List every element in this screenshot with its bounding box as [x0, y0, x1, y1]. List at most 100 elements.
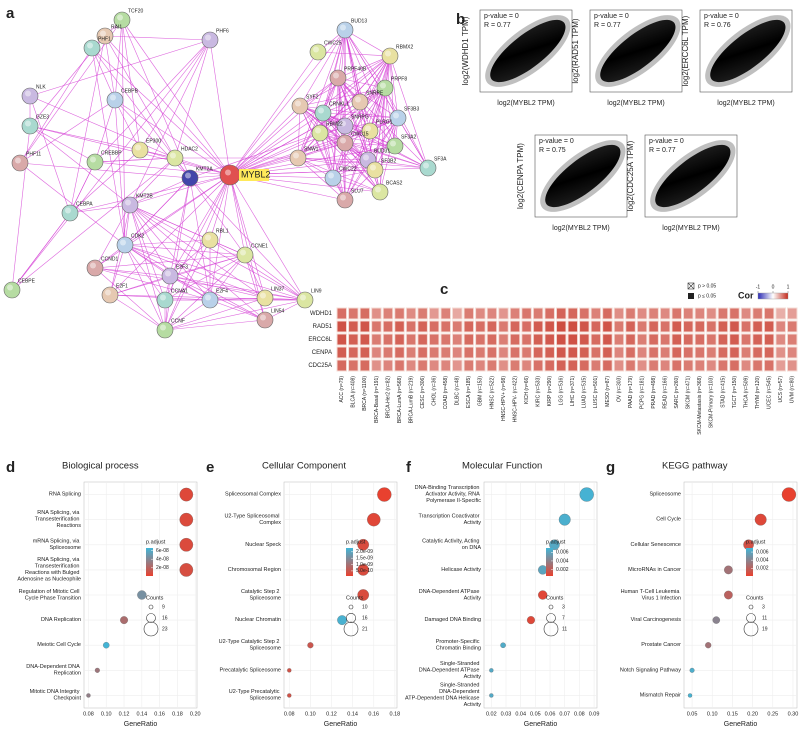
network-node [156, 291, 174, 309]
column-label: PRAD (n=498) [651, 376, 657, 409]
heatmap-cell-core [730, 334, 739, 345]
x-tick-label: 0.12 [326, 711, 337, 717]
text-line: DNA-Dependent [439, 690, 481, 696]
network-node [366, 161, 384, 179]
column-label: HNSC-HPV+ (n=98) [501, 376, 507, 421]
text-line: Transcription Coactivator [419, 514, 481, 520]
text-line: Transesterification [35, 517, 81, 523]
heatmap-cell-core [464, 334, 474, 345]
y-tick-label: Single-Stranded DNA-Dependent ATPase Act… [419, 661, 482, 680]
node-highlight [333, 72, 339, 79]
size-legend-dot [546, 613, 556, 623]
network-edge [139, 149, 231, 176]
text-line: DNA Replication [41, 618, 81, 624]
heatmap-cell-core [707, 334, 716, 345]
dot [549, 539, 560, 551]
x-tick-label: 0.05 [687, 711, 698, 717]
x-tick-label: 0.14 [347, 711, 358, 717]
heatmap-cell-core [441, 334, 450, 345]
column-label: SKCM-Metastasis (n=368) [697, 376, 703, 435]
dot [724, 565, 733, 575]
node-label: BUD13 [351, 18, 367, 24]
network-node [419, 159, 437, 177]
annotation: R = 0.77 [484, 22, 511, 29]
heatmap-cell-core [626, 360, 635, 371]
heatmap-cell-core [591, 347, 601, 358]
x-tick-label: 0.20 [190, 711, 201, 717]
network-edge [129, 204, 246, 256]
network-edge [319, 87, 386, 134]
heatmap-cell-core [707, 308, 716, 319]
network-edge [94, 204, 131, 269]
heatmap-cell-core [672, 334, 681, 345]
text-line: Cell Cycle [656, 517, 681, 523]
node-label: E2F4 [216, 288, 228, 294]
y-tick-label: RNA Splicing [49, 492, 81, 498]
x-axis-label: GeneRatio [724, 721, 758, 728]
network-edge [129, 174, 231, 206]
node-label: GZE3 [36, 114, 49, 120]
legend-cross [687, 282, 695, 290]
network-edge [229, 51, 319, 176]
size-legend-dot [345, 612, 357, 624]
node-label: LIN9 [311, 288, 322, 294]
heatmap-cell-core [383, 347, 393, 358]
network-edge [124, 174, 231, 246]
heatmap-cell-core [545, 334, 554, 345]
text-line: Catalytic Step 2 [241, 589, 281, 595]
colorbar-tick-label: 1.0e-09 [356, 562, 373, 568]
y-axis-label: log2(ERCC6L TPM) [681, 15, 690, 86]
heatmap-cell-core [441, 308, 450, 319]
node-label: PHF11 [26, 151, 41, 157]
heatmap-cell-core [429, 360, 439, 371]
x-tick-label: 0.30 [788, 711, 799, 717]
text-line: Prostate Cancer [641, 643, 681, 649]
network-edge [29, 95, 71, 214]
heatmap-cell-core [395, 334, 404, 345]
network-edge [229, 101, 361, 176]
heatmap-cell-core [441, 347, 450, 358]
heatmap-cell-core [787, 347, 797, 358]
heatmap-cell-core [787, 360, 797, 371]
text-line: Single-Stranded [440, 683, 481, 689]
network-edge [189, 132, 321, 179]
column-label: PCPG (n=181) [639, 376, 645, 409]
heatmap-cell-core [476, 308, 485, 319]
network-edge [209, 299, 266, 321]
node-label: EP300 [146, 138, 161, 144]
heatmap-cell-core [372, 334, 381, 345]
network-node [336, 191, 354, 209]
size-legend-dot [548, 604, 554, 610]
heatmap-cell-core [614, 308, 624, 319]
node-label: TCF20 [128, 8, 144, 14]
dot [558, 513, 571, 526]
annotation: p-value = 0 [594, 13, 629, 20]
text-line: DNA-Binding Transcription [415, 486, 481, 492]
heatmap-cell-core [718, 334, 728, 345]
x-axis-label: log2(MYBL2 TPM) [552, 225, 609, 232]
network-node [156, 321, 174, 339]
node-label: RBM22 [326, 121, 343, 127]
network-edge [169, 254, 246, 277]
node-highlight [160, 294, 166, 301]
size-legend-label: 16 [362, 615, 368, 621]
text-line: U2-Type Spliceosomal [224, 514, 281, 520]
point-cloud-edge [540, 140, 626, 212]
x-tick-label: 0.16 [154, 711, 165, 717]
x-tick-label: 0.16 [368, 711, 379, 717]
text-line: Mismatch Repair [640, 693, 681, 699]
y-tick-label: Mismatch Repair [640, 693, 681, 699]
network-edge [109, 174, 231, 296]
text-line: Mitotic DNA Integrity [30, 690, 81, 696]
text-line: DNA-Dependent DNA [26, 665, 81, 671]
node-label: CCNF [171, 318, 185, 324]
network-node [161, 267, 179, 285]
colorbar [146, 548, 153, 576]
y-axis-label: log2(RAD51 TPM) [571, 18, 580, 84]
annotation: p-value = 0 [484, 13, 519, 20]
heatmap-cell-core [395, 347, 404, 358]
heatmap-cell-core [614, 321, 624, 332]
column-label: STAD (n=415) [720, 376, 726, 408]
annotation-bg [647, 137, 687, 154]
